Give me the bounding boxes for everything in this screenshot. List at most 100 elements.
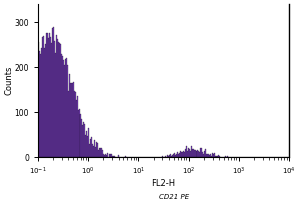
- Bar: [55, 53, 56, 157]
- Bar: [84, 124, 86, 157]
- Bar: [211, 156, 212, 157]
- Bar: [125, 156, 126, 157]
- Bar: [60, 44, 61, 157]
- Bar: [95, 147, 96, 157]
- Bar: [218, 155, 219, 157]
- Bar: [112, 156, 113, 157]
- Bar: [181, 152, 182, 157]
- Bar: [227, 156, 228, 157]
- Bar: [118, 155, 119, 157]
- Bar: [80, 114, 82, 157]
- Bar: [199, 151, 200, 157]
- Bar: [53, 27, 54, 157]
- Bar: [69, 74, 70, 157]
- Bar: [180, 151, 181, 157]
- Bar: [113, 156, 114, 157]
- Bar: [61, 54, 62, 157]
- Bar: [99, 148, 100, 157]
- Bar: [208, 154, 209, 157]
- Bar: [38, 42, 39, 157]
- Bar: [201, 148, 202, 157]
- Bar: [193, 149, 194, 157]
- Bar: [178, 154, 179, 157]
- Bar: [52, 28, 53, 157]
- Bar: [86, 131, 87, 157]
- Bar: [54, 41, 55, 157]
- Bar: [192, 149, 193, 157]
- Bar: [171, 156, 172, 157]
- Bar: [43, 36, 44, 157]
- Bar: [210, 154, 211, 157]
- Bar: [167, 155, 168, 157]
- Bar: [197, 150, 199, 157]
- Bar: [194, 150, 196, 157]
- Bar: [63, 60, 64, 157]
- Bar: [105, 154, 106, 157]
- Bar: [90, 139, 91, 157]
- Bar: [186, 146, 187, 157]
- Bar: [39, 51, 40, 157]
- Bar: [216, 156, 217, 157]
- Bar: [57, 39, 58, 157]
- Bar: [50, 37, 51, 157]
- Bar: [179, 153, 180, 157]
- Bar: [42, 37, 43, 157]
- Bar: [169, 155, 170, 157]
- Bar: [170, 154, 171, 157]
- Bar: [77, 110, 79, 157]
- Bar: [215, 156, 216, 157]
- Bar: [177, 152, 178, 157]
- Bar: [200, 148, 201, 157]
- X-axis label: FL2-H: FL2-H: [152, 179, 176, 188]
- Bar: [73, 82, 74, 157]
- Bar: [188, 148, 189, 157]
- Bar: [94, 140, 95, 157]
- Bar: [41, 48, 42, 157]
- Y-axis label: Counts: Counts: [4, 66, 13, 95]
- Bar: [162, 156, 163, 157]
- Bar: [58, 42, 59, 157]
- Bar: [74, 91, 75, 157]
- Bar: [213, 154, 214, 157]
- Bar: [165, 156, 166, 157]
- Bar: [107, 153, 108, 157]
- Bar: [82, 119, 83, 157]
- Bar: [82, 125, 83, 157]
- Bar: [62, 56, 63, 157]
- Bar: [83, 122, 84, 157]
- Bar: [79, 109, 80, 157]
- Bar: [46, 33, 47, 157]
- Bar: [92, 144, 93, 157]
- Bar: [91, 137, 92, 157]
- Bar: [106, 155, 107, 157]
- Bar: [85, 135, 86, 157]
- Text: CD21 PE: CD21 PE: [159, 194, 189, 200]
- Bar: [196, 151, 197, 157]
- Bar: [109, 154, 110, 157]
- Bar: [174, 153, 175, 157]
- Bar: [45, 44, 46, 157]
- Bar: [203, 154, 204, 157]
- Bar: [190, 146, 192, 157]
- Bar: [103, 154, 104, 157]
- Bar: [51, 43, 52, 157]
- Bar: [47, 33, 48, 157]
- Bar: [75, 92, 76, 157]
- Bar: [96, 142, 97, 157]
- Bar: [76, 96, 77, 157]
- Bar: [214, 153, 215, 157]
- Bar: [209, 155, 210, 157]
- Bar: [65, 59, 66, 157]
- Bar: [207, 154, 208, 157]
- Bar: [98, 150, 99, 157]
- Bar: [206, 154, 207, 157]
- Bar: [204, 151, 206, 157]
- Bar: [68, 91, 69, 157]
- Bar: [217, 156, 218, 157]
- Bar: [100, 148, 101, 157]
- Bar: [172, 155, 173, 157]
- Bar: [87, 136, 88, 157]
- Bar: [66, 58, 67, 157]
- Bar: [72, 83, 73, 157]
- Bar: [110, 154, 111, 157]
